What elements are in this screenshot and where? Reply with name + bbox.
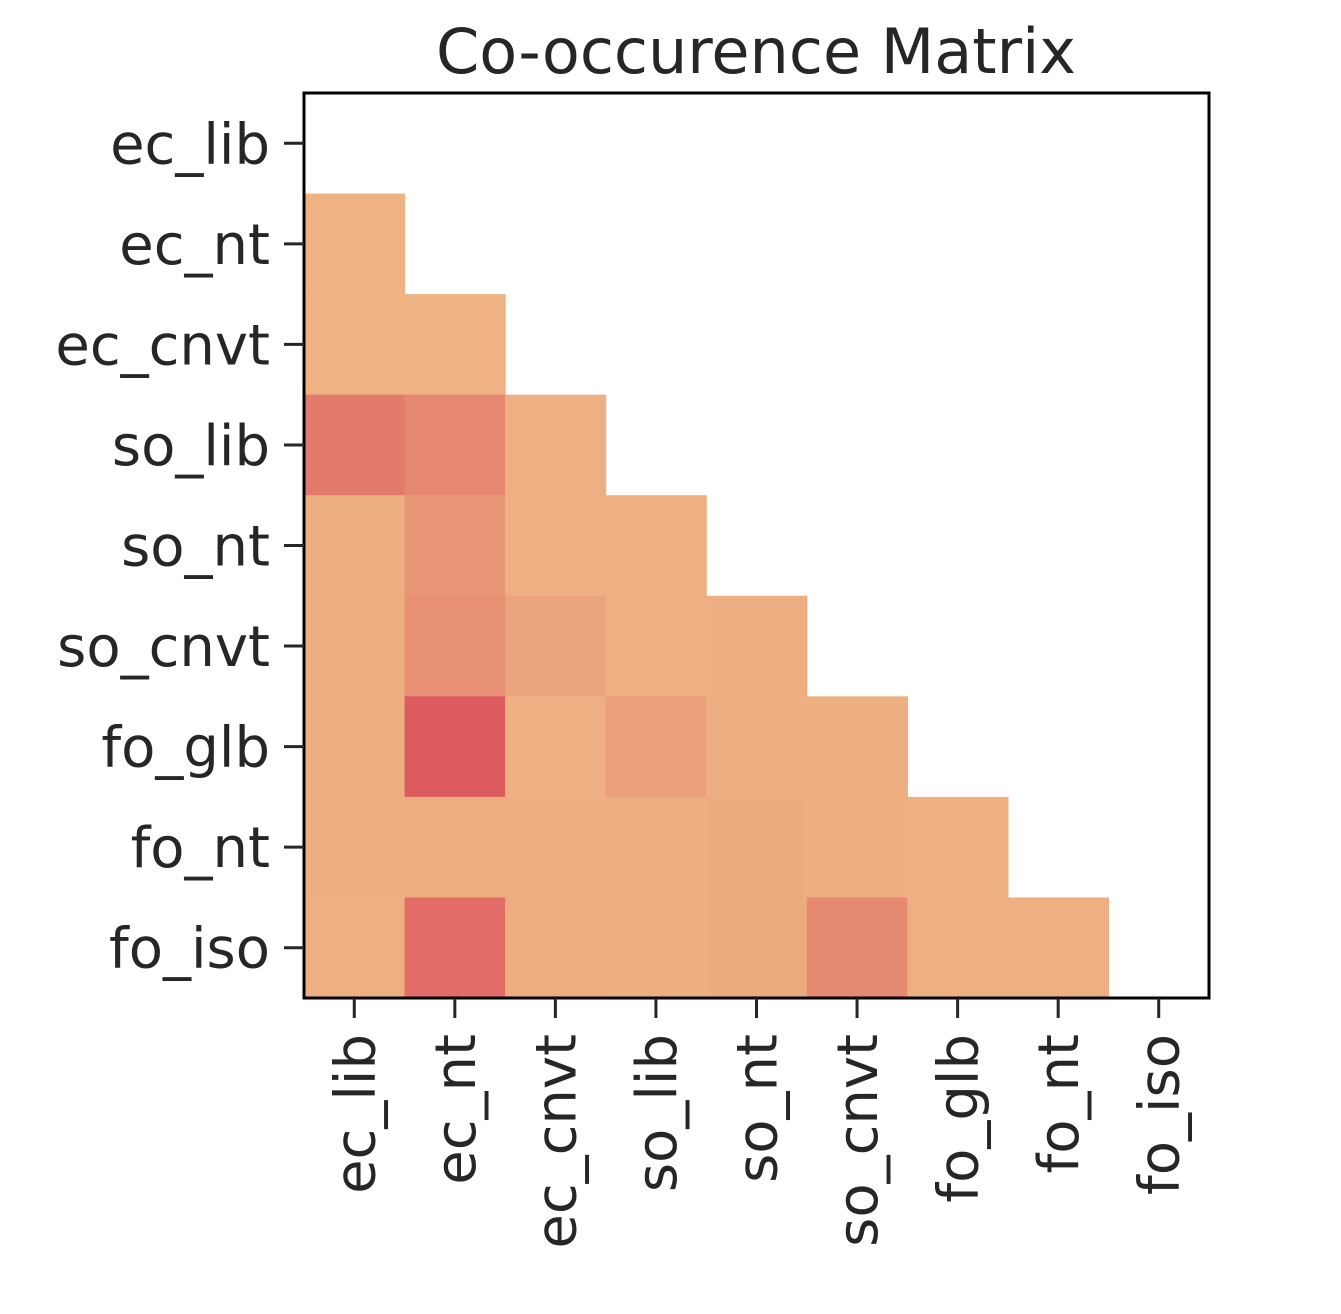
heatmap-cell-fo_nt-so_nt [706,796,808,899]
x-axis: ec_lib ec_nt ec_cnvt so_lib so_nt so_cnvt fo_g… [323,998,1193,1249]
x-tick-label-fo_glb: fo_glb [927,1034,992,1203]
heatmap-cell-fo_nt-ec_cnvt [505,796,607,899]
y-tick-label-ec_lib: ec_lib [110,112,270,177]
heatmap-cell-so_cnvt-ec_nt [404,595,506,697]
heatmap-cell-so_nt-ec_cnvt [505,495,607,597]
heatmap-cell-so_cnvt-ec_cnvt [505,595,607,697]
y-tick-label-so_nt: so_nt [121,515,270,580]
heatmap-cell-so_lib-ec_nt [404,394,506,496]
heatmap-cell-fo_iso-ec_nt [404,897,506,999]
heatmap-cell-so_nt-so_lib [605,495,707,597]
heatmap-cell-ec_nt-ec_lib [304,193,406,295]
y-tick-label-ec_cnvt: ec_cnvt [55,313,270,378]
heatmap-cell-so_lib-ec_lib [304,394,406,496]
heatmap-cell-so_cnvt-so_lib [605,595,707,697]
heatmap-cell-ec_cnvt-ec_nt [404,294,506,396]
heatmap-cell-fo_nt-so_cnvt [806,796,908,899]
x-tick-label-so_lib: so_lib [625,1034,690,1192]
heatmap-cell-fo_glb-so_cnvt [806,696,908,798]
heatmap-cell-fo_glb-so_lib [605,696,707,798]
x-tick-label-ec_nt: ec_nt [424,1034,489,1185]
heatmap-cell-fo_iso-so_nt [706,897,808,999]
x-tick-label-fo_iso: fo_iso [1128,1034,1193,1195]
heatmap-cell-fo_nt-ec_lib [304,796,406,899]
heatmap-cell-fo_iso-fo_nt [1007,897,1110,999]
heatmap-cell-fo_glb-ec_nt [404,696,506,798]
y-axis: ec_lib ec_nt ec_cnvt so_lib so_nt so_cnvt fo_g… [55,112,304,982]
heatmap-cell-fo_iso-so_lib [605,897,707,999]
heatmap-cell-so_cnvt-ec_lib [304,595,406,697]
x-tick-label-ec_lib: ec_lib [323,1034,388,1194]
heatmap-cell-so_nt-ec_lib [304,495,406,597]
x-tick-label-fo_nt: fo_nt [1027,1034,1092,1173]
heatmap-cell-fo_iso-fo_glb [907,897,1009,999]
y-tick-label-fo_iso: fo_iso [109,917,270,982]
heatmap-cell-fo_nt-ec_nt [404,796,506,899]
heatmap-cell-fo_iso-so_cnvt [806,897,908,999]
heatmap-cell-fo_nt-so_lib [605,796,707,899]
heatmap-cell-fo_glb-ec_cnvt [505,696,607,798]
heatmap-cells [304,193,1110,999]
heatmap-cell-fo_glb-ec_lib [304,696,406,798]
x-tick-label-so_nt: so_nt [726,1034,791,1183]
y-tick-label-fo_nt: fo_nt [131,816,270,881]
y-tick-label-fo_glb: fo_glb [101,716,270,781]
heatmap-cell-so_lib-ec_cnvt [505,394,607,496]
y-tick-label-so_lib: so_lib [112,414,270,479]
heatmap-cell-so_cnvt-so_nt [706,595,808,697]
heatmap-cell-so_nt-ec_nt [404,495,506,597]
y-tick-label-ec_nt: ec_nt [119,213,270,278]
heatmap-cell-fo_glb-so_nt [706,696,808,798]
heatmap-cell-fo_nt-fo_glb [907,796,1009,899]
x-tick-label-so_cnvt: so_cnvt [826,1034,891,1247]
heatmap-cell-ec_cnvt-ec_lib [304,294,406,396]
x-tick-label-ec_cnvt: ec_cnvt [524,1034,589,1249]
chart-title: Co-occurence Matrix [436,15,1076,88]
y-tick-label-so_cnvt: so_cnvt [57,615,270,680]
heatmap-cell-fo_iso-ec_lib [304,897,406,999]
heatmap-cell-fo_iso-ec_cnvt [505,897,607,999]
